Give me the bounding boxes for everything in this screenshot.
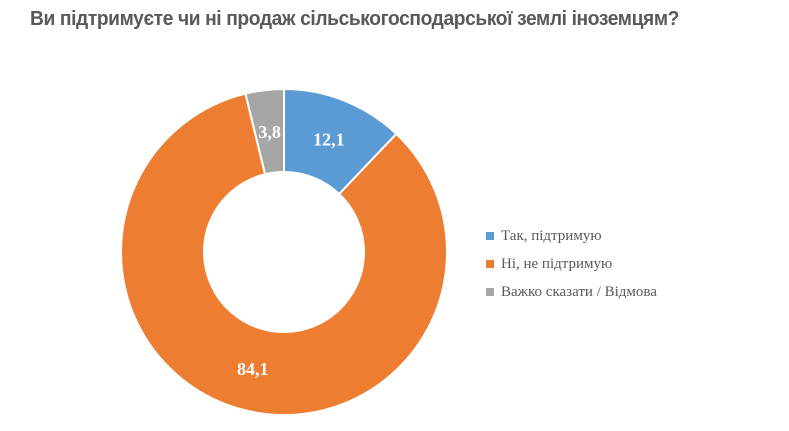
legend-label-yes: Так, підтримую (501, 227, 602, 244)
slice-value-label-2: 3,8 (258, 122, 281, 142)
legend-label-undecided: Важко сказати / Відмова (501, 283, 657, 300)
donut-slice-1 (120, 92, 448, 416)
slice-value-label-1: 84,1 (237, 359, 269, 379)
legend-item-no: Ні, не підтримую (486, 250, 657, 278)
legend-marker-yes-icon (486, 232, 494, 240)
chart-title: Ви підтримуєте чи ні продаж сільськогосп… (30, 8, 680, 30)
legend-label-no: Ні, не підтримую (501, 255, 613, 272)
legend-item-yes: Так, підтримую (486, 222, 657, 250)
legend-marker-no-icon (486, 260, 494, 268)
legend-item-undecided: Важко сказати / Відмова (486, 278, 657, 306)
slice-value-label-0: 12,1 (313, 130, 345, 150)
donut-slice-2 (244, 88, 285, 176)
chart-legend: Так, підтримую Ні, не підтримую Важко ск… (486, 222, 657, 306)
legend-marker-undecided-icon (486, 288, 494, 296)
